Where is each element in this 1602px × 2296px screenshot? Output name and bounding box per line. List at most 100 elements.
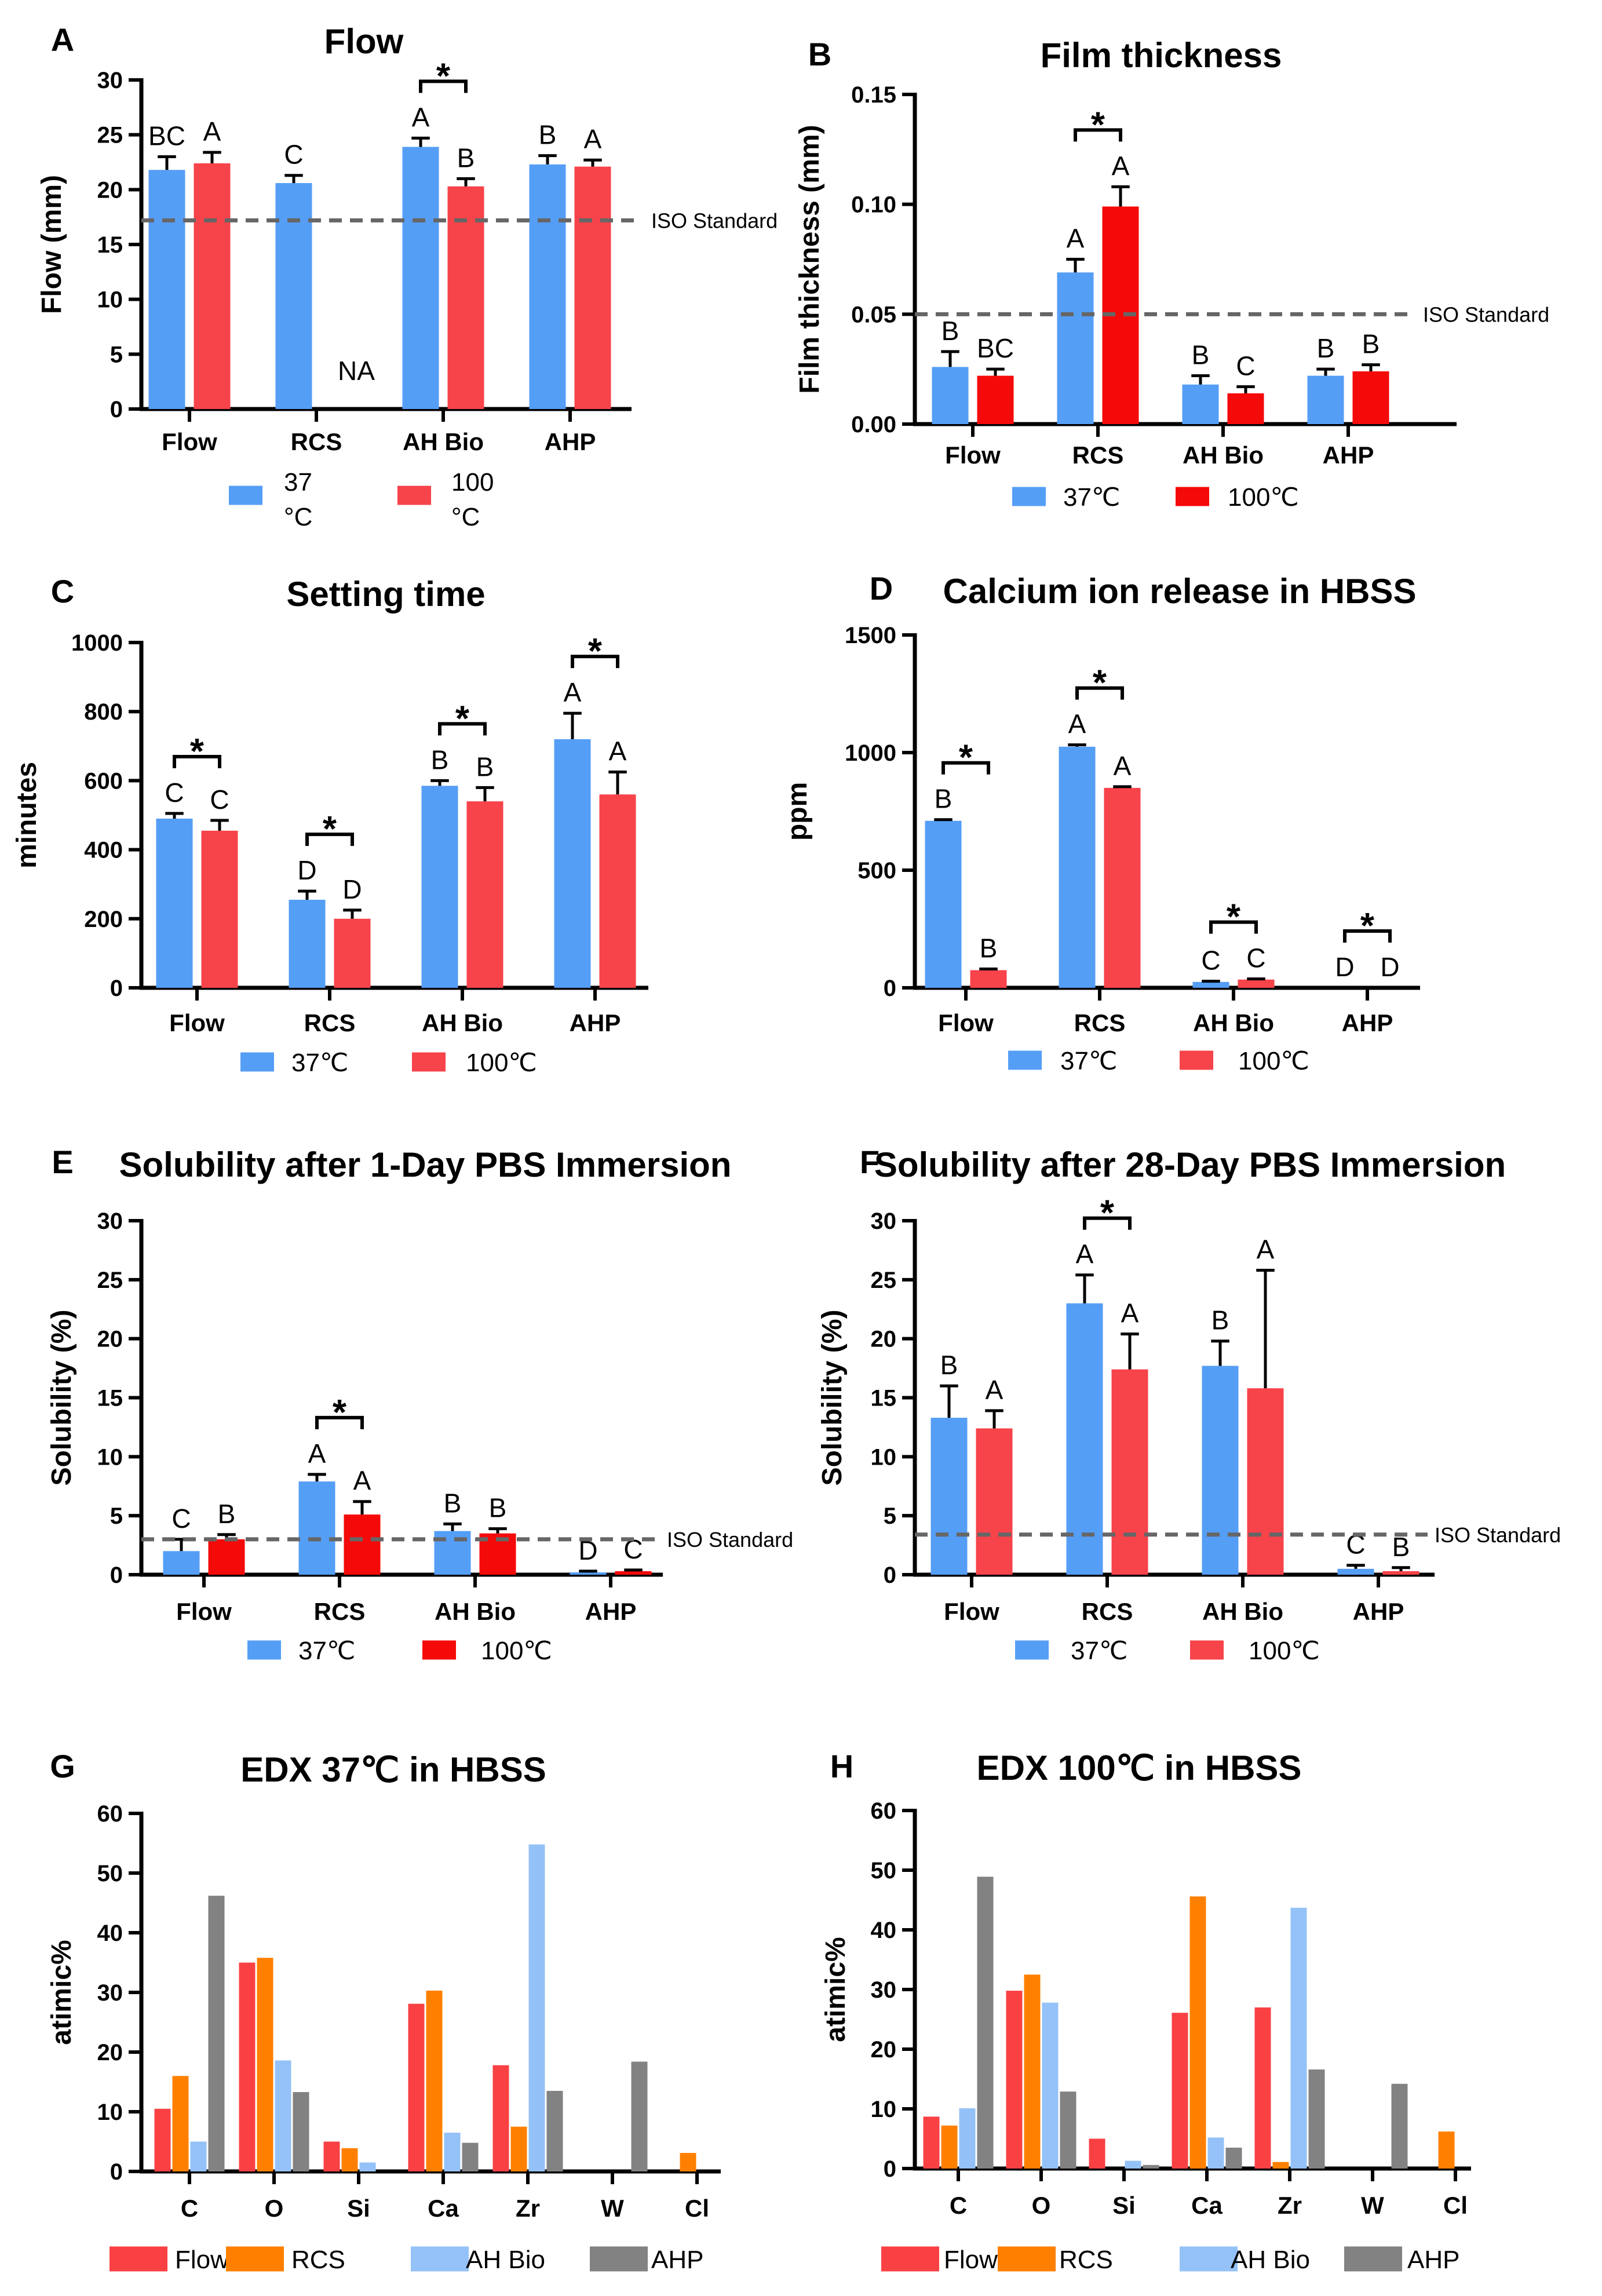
bar — [208, 1896, 225, 2171]
bar — [444, 2133, 461, 2171]
y-axis-label: Film thickness (mm) — [794, 125, 825, 393]
iso-standard-label: ISO Standard — [1435, 1523, 1561, 1547]
group-letter: B — [1192, 340, 1210, 370]
y-tick-label: 20 — [871, 1327, 897, 1352]
y-tick-label: 30 — [97, 1209, 123, 1234]
y-axis-label: atimic% — [820, 1937, 851, 2042]
x-tick-label: Ca — [428, 2195, 459, 2222]
bar — [631, 2061, 648, 2171]
y-tick-label: 400 — [84, 838, 123, 863]
y-tick-label: 10 — [97, 287, 123, 313]
bar — [510, 2126, 527, 2171]
x-tick-label: Cl — [1443, 2192, 1468, 2219]
x-tick-label: Cl — [685, 2195, 709, 2222]
x-tick-label: AH Bio — [1193, 1009, 1274, 1036]
x-tick-label: O — [265, 2195, 284, 2222]
bar — [1059, 746, 1096, 988]
iso-standard-label: ISO Standard — [1423, 302, 1549, 326]
x-tick-label: Flow — [162, 428, 217, 455]
chart-title: Solubility after 1-Day PBS Immersion — [119, 1145, 732, 1184]
y-tick-label: 0 — [884, 976, 896, 1001]
bar — [1172, 2013, 1188, 2169]
group-letter: A — [584, 124, 602, 154]
bar — [1182, 384, 1219, 424]
bar — [599, 794, 636, 988]
legend-swatch — [1015, 1640, 1049, 1660]
bar — [466, 801, 503, 988]
bar — [1024, 1974, 1041, 2169]
y-tick-label: 25 — [871, 1268, 897, 1293]
bar — [1238, 979, 1275, 988]
legend-swatch — [1344, 2246, 1402, 2272]
group-letter: A — [564, 677, 582, 707]
x-tick-label: RCS — [1072, 441, 1124, 469]
group-letter: D — [342, 874, 362, 904]
y-tick-label: 10 — [871, 1444, 897, 1470]
significance-bracket — [1074, 128, 1122, 142]
panel-letter: G — [50, 1748, 75, 1784]
bar — [421, 786, 458, 988]
bar — [293, 2092, 309, 2171]
x-tick-label: Flow — [938, 1009, 994, 1036]
legend-label: RCS — [1059, 2246, 1113, 2274]
bar — [680, 2153, 696, 2171]
legend: 37℃ 100℃ — [240, 1049, 537, 1077]
significance-star: * — [436, 56, 451, 96]
chart-panel-g: G EDX 37℃ in HBSS atimic% 0 10 20 30 40 50 60 C O Si… — [46, 1748, 721, 2274]
group-letter: D — [1335, 952, 1354, 982]
significance-bracket — [1083, 1216, 1132, 1230]
bar — [359, 2162, 376, 2171]
group-letter: C — [1201, 946, 1220, 976]
bar — [1290, 1907, 1307, 2169]
group-letter: B — [1362, 329, 1380, 359]
y-tick-label: 10 — [97, 2100, 123, 2125]
legend-label: 100℃ — [1238, 1047, 1309, 1075]
legend-swatch — [411, 2246, 469, 2272]
significance-star: * — [959, 738, 973, 778]
bar — [923, 2116, 940, 2169]
group-letter: C — [1236, 351, 1255, 381]
group-letter: C — [210, 784, 229, 815]
bar — [341, 2148, 358, 2171]
legend-swatch — [1190, 1640, 1224, 1660]
significance-bracket — [571, 655, 619, 669]
bar — [1352, 371, 1389, 424]
group-letter: B — [1211, 1305, 1229, 1335]
y-tick-label: 800 — [84, 699, 123, 725]
y-tick-label: 1500 — [845, 623, 896, 648]
legend-label: 37℃ — [1063, 483, 1120, 512]
legend-swatch — [412, 1052, 446, 1072]
legend-label: 100℃ — [1228, 483, 1299, 512]
significance-star: * — [1100, 1193, 1115, 1233]
group-letter: A — [986, 1375, 1003, 1405]
group-letter: B — [1392, 1532, 1410, 1562]
group-letter: A — [1121, 1298, 1139, 1328]
y-tick-label: 0 — [110, 976, 123, 1001]
bar — [1057, 272, 1094, 424]
chart-panel-d: D Calcium ion release in HBSS ppm 0 500 1000 1… — [782, 570, 1420, 1075]
chart-title: Solubility after 28-Day PBS Immersion — [874, 1145, 1506, 1184]
panel-letter: D — [870, 570, 893, 607]
bar — [344, 1514, 381, 1575]
bar — [190, 2141, 207, 2171]
legend-label: Flow — [944, 2246, 998, 2274]
group-letter: D — [297, 855, 316, 885]
y-tick-label: 0 — [110, 2159, 123, 2185]
y-tick-label: 50 — [97, 1861, 123, 1886]
x-tick-label: RCS — [1082, 1598, 1133, 1625]
legend-label: Flow — [175, 2246, 229, 2274]
y-tick-label: 0.00 — [851, 412, 896, 437]
y-tick-label: 25 — [97, 1268, 123, 1293]
x-tick-label: AHP — [585, 1598, 637, 1625]
bar — [1308, 2069, 1325, 2169]
significance-star: * — [1227, 897, 1241, 937]
legend-swatch — [226, 2246, 284, 2272]
group-letter: B — [980, 933, 998, 963]
x-tick-label: AHP — [1323, 441, 1374, 469]
group-letter: A — [412, 102, 430, 132]
x-tick-label: AH Bio — [403, 428, 484, 455]
x-tick-label: RCS — [304, 1009, 356, 1036]
group-letter: B — [444, 1488, 462, 1518]
y-tick-label: 20 — [97, 1327, 123, 1352]
y-axis-label: Solubility (%) — [817, 1310, 848, 1486]
